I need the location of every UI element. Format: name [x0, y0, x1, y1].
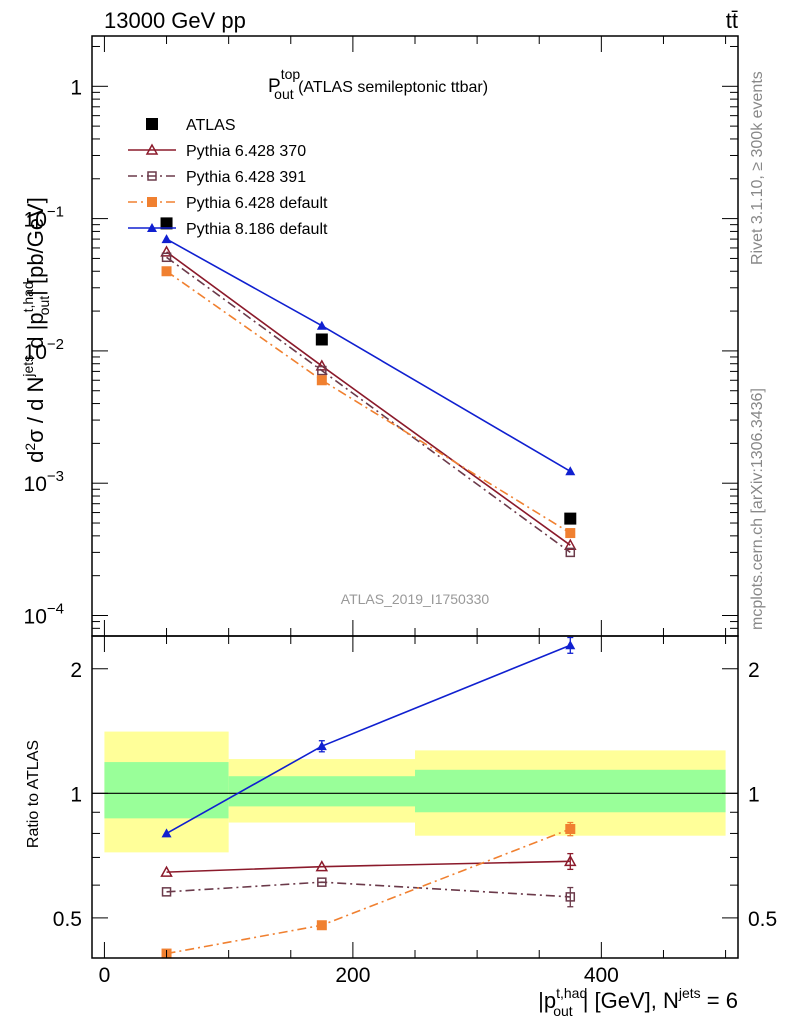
ratio-y-tick-label: 2: [70, 659, 82, 682]
ratio-data-point: [160, 865, 173, 877]
y-tick-label: 1: [70, 76, 82, 99]
xlabel-sup: t,had: [556, 985, 587, 1001]
y-tick-base: 10: [24, 341, 47, 364]
data-point: [316, 320, 327, 330]
ratio-data-point: [316, 741, 327, 751]
mcplots-label: mcplots.cern.ch [arXiv:1306.3436]: [749, 388, 766, 630]
ratio-data-point: [565, 892, 576, 902]
ratio-y-tick-label: 0.5: [53, 908, 82, 931]
data-point: [316, 375, 327, 386]
series-line: [166, 251, 571, 546]
data-point: [564, 512, 577, 525]
main-series: [160, 217, 577, 558]
data-point: [160, 245, 173, 257]
ratio-ylabel: Ratio to ATLAS: [25, 740, 42, 848]
series-line: [166, 256, 571, 554]
data-point: [315, 333, 328, 346]
ratio-data-point: [161, 887, 172, 897]
main-title: Ptop out (ATLAS semileptonic ttbar): [268, 66, 488, 102]
legend-marker: [147, 171, 157, 181]
y-tick-base: 10: [24, 209, 47, 232]
uncertainty-band-inner: [415, 769, 726, 813]
data-point: [564, 538, 577, 550]
legend-marker: [147, 197, 157, 207]
y-tick-base: 10: [24, 606, 47, 629]
data-point: [161, 266, 172, 277]
ratio-y-tick-label: 1: [70, 783, 82, 806]
x-tick-label: 400: [584, 964, 619, 987]
legend-label: Pythia 8.186 default: [186, 221, 328, 238]
legend-marker: [147, 223, 157, 232]
main-axes: 110−110−210−310−4: [24, 35, 739, 637]
legend-marker: [146, 118, 158, 130]
main-title-sub: out: [274, 86, 294, 102]
ratio-data-point: [315, 860, 329, 872]
xlabel-rest2: = 6: [701, 988, 738, 1013]
main-title-rest: (ATLAS semileptonic ttbar): [294, 79, 488, 96]
data-point: [161, 234, 172, 244]
x-tick-label: 200: [335, 964, 370, 987]
data-point: [160, 217, 173, 230]
uncertainty-band-inner: [228, 776, 415, 807]
header-right: tt̄: [726, 8, 738, 33]
xlabel-sup2: jets: [678, 985, 701, 1001]
ratio-y-tick-label-right: 2: [748, 659, 760, 682]
ratio-axes: 2 2 1 1 0.5 0.5 0 200 400: [53, 635, 777, 987]
x-tick-label: 0: [99, 964, 111, 987]
legend-label: Pythia 6.428 391: [186, 169, 306, 186]
xlabel-base: |p: [538, 988, 556, 1013]
legend: ATLAS Pythia 6.428 370 Pythia 6.428 391 Pyt…: [128, 117, 328, 238]
ratio-data-point: [565, 640, 576, 650]
main-ylabel: d2σ / d Njets d |pt,hadout| [pb/GeV]: [20, 197, 52, 463]
legend-label: Pythia 6.428 370: [186, 143, 306, 160]
main-title-base: P: [268, 76, 281, 97]
ratio-series-line: [166, 881, 571, 898]
y-tick-exp: −1: [47, 204, 64, 221]
data-point: [161, 252, 172, 263]
y-tick-label: 10−1: [24, 204, 64, 232]
x-axis-label: |pt,had out | [GeV], Njets = 6: [538, 985, 738, 1019]
main-panel: Ptop out (ATLAS semileptonic ttbar) ATLAS…: [20, 35, 739, 637]
y-tick-exp: −4: [47, 601, 64, 618]
ratio-data-point: [564, 854, 577, 867]
legend-marker: [145, 143, 159, 155]
y-tick-base: 10: [24, 473, 47, 496]
ratio-data-point: [316, 920, 327, 931]
xlabel-rest: | [GeV], N: [583, 988, 679, 1013]
y-tick-label: 10−4: [24, 601, 64, 629]
data-point: [565, 466, 576, 476]
data-point: [565, 528, 576, 539]
data-point: [565, 547, 576, 558]
ratio-y-tick-label-right: 1: [748, 783, 760, 806]
ratio-panel: 2 2 1 1 0.5 0.5 0 200 400 Ratio to ATLAS |pt,had…: [25, 635, 777, 1019]
ratio-series-line: [166, 860, 571, 873]
ratio-y-tick-label-right: 0.5: [748, 908, 777, 931]
uncertainty-band-inner: [104, 762, 229, 819]
y-tick-exp: −2: [47, 336, 64, 353]
ratio-bands: [104, 731, 726, 853]
y-tick-exp: −3: [47, 468, 64, 485]
legend-label: Pythia 6.428 default: [186, 195, 328, 212]
y-tick-label: 10−2: [24, 336, 64, 364]
main-title-sup: top: [281, 66, 301, 82]
ratio-data-point: [161, 828, 172, 838]
xlabel-sub: out: [553, 1003, 573, 1019]
legend-label: ATLAS: [186, 117, 236, 134]
rivet-label: Rivet 3.1.10, ≥ 300k events: [749, 71, 766, 265]
ratio-data-point: [565, 823, 576, 834]
data-point: [317, 365, 327, 376]
series-line: [166, 270, 571, 534]
header-left: 13000 GeV pp: [104, 8, 246, 33]
ratio-data-point: [317, 877, 327, 887]
y-tick-label: 10−3: [24, 468, 64, 496]
series-line: [166, 238, 571, 473]
ratio-series: [160, 636, 577, 959]
watermark: ATLAS_2019_I1750330: [341, 591, 490, 607]
